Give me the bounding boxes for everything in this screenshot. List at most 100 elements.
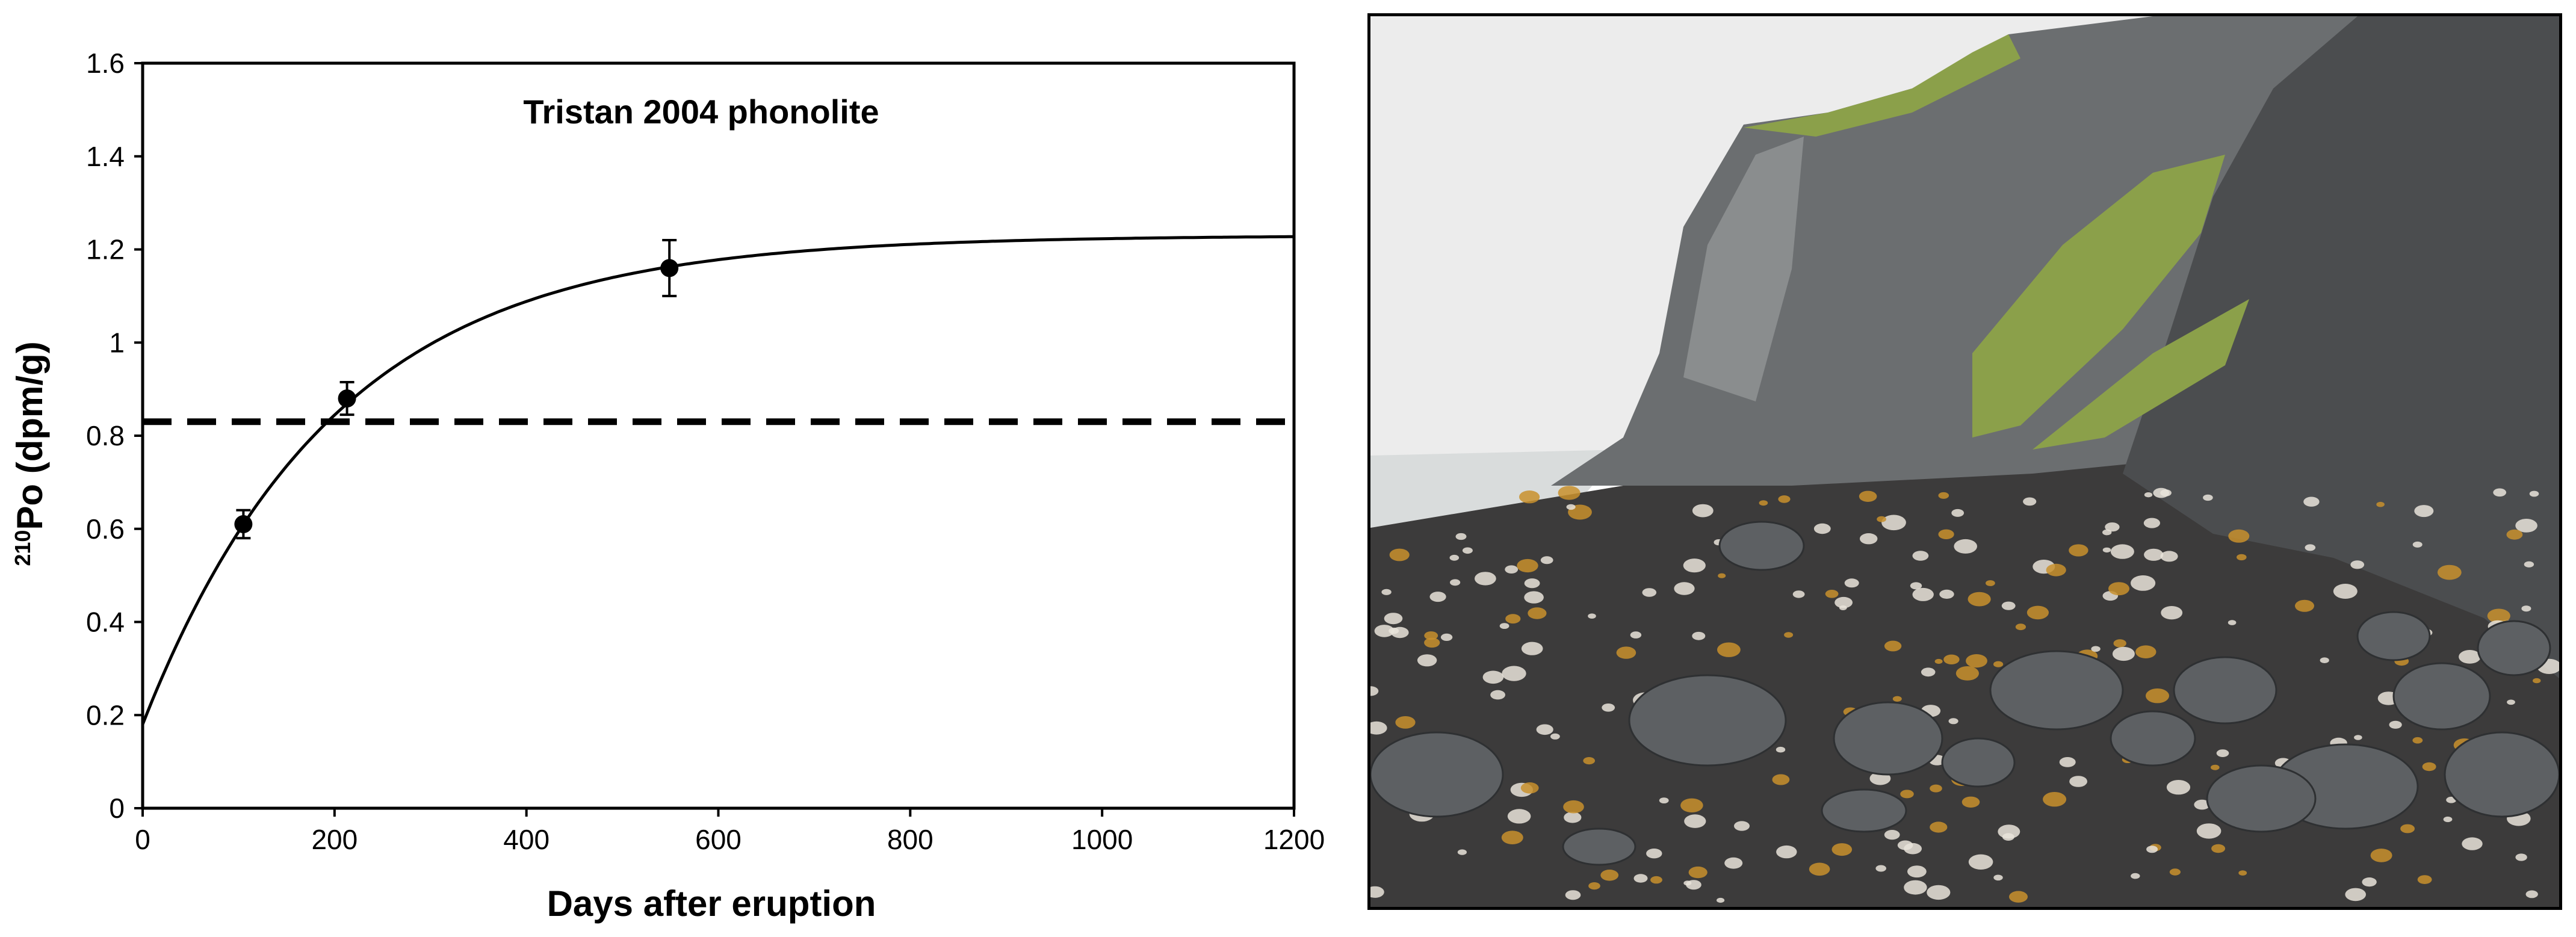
y-tick-label: 0.2 <box>86 699 125 731</box>
debris-speck <box>2295 599 2314 612</box>
debris-speck <box>2108 582 2129 596</box>
debris-speck <box>2203 494 2213 501</box>
debris-speck <box>2303 496 2320 507</box>
debris-speck <box>2370 849 2392 862</box>
photo-grass-top <box>1744 34 2020 137</box>
debris-speck <box>1884 640 1902 652</box>
debris-speck <box>1540 556 1553 564</box>
boulder <box>2392 662 2491 731</box>
debris-speck <box>1717 897 1725 903</box>
debris-speck <box>1772 774 1790 785</box>
debris-speck <box>1550 733 1560 740</box>
debris-speck <box>2443 816 2453 823</box>
debris-speck <box>1602 704 1615 712</box>
debris-speck <box>2102 529 2112 536</box>
debris-speck <box>2091 646 2101 652</box>
debris-speck <box>1630 631 1642 639</box>
debris-speck <box>1389 548 1410 561</box>
debris-speck <box>2333 584 2358 599</box>
plot-layer: 0 200 400 600 800 1000 1200 0 0.2 0.4 0.6 0.8 1 1.2 1.… <box>86 48 1325 855</box>
chart: 0 200 400 600 800 1000 1200 0 0.2 0.4 0.6 0.8 1 1.2 1.… <box>10 48 1325 924</box>
debris-speck <box>1499 623 1509 629</box>
debris-speck <box>2305 544 2316 551</box>
debris-speck <box>1659 797 1669 803</box>
debris-speck <box>2131 873 2140 879</box>
debris-speck <box>1616 646 1636 659</box>
debris-speck <box>2320 657 2329 663</box>
photo-sea <box>1370 450 1623 528</box>
debris-speck <box>1792 590 1805 598</box>
debris-speck <box>1600 870 1619 881</box>
debris-speck <box>1954 539 1977 554</box>
y-tick-label: 1.6 <box>86 48 125 79</box>
debris-speck <box>2135 645 2156 658</box>
boulder <box>2173 656 2277 725</box>
debris-speck <box>1930 784 1942 793</box>
debris-speck <box>2110 544 2134 559</box>
debris-speck <box>2389 720 2402 729</box>
debris-speck <box>1490 690 1505 700</box>
debris-speck <box>1370 686 1379 696</box>
debris-speck <box>1921 667 1936 677</box>
debris-speck <box>1389 627 1399 634</box>
debris-speck <box>2376 501 2385 507</box>
debris-speck <box>2144 492 2153 498</box>
debris-speck <box>1684 814 1706 828</box>
debris-speck <box>1881 515 1906 531</box>
debris-speck <box>1993 874 2003 881</box>
debris-speck <box>1686 880 1701 890</box>
debris-speck <box>1718 573 1726 578</box>
data-point <box>234 515 253 534</box>
debris-speck <box>2001 601 2016 610</box>
debris-speck <box>1417 654 1437 667</box>
boulder <box>2356 611 2431 661</box>
debris-speck <box>1986 580 1995 586</box>
debris-speck <box>1517 558 1538 573</box>
debris-speck <box>1429 592 1446 602</box>
x-tick-label: 0 <box>135 824 150 855</box>
debris-speck <box>1912 551 1929 561</box>
cliff-beach-photo <box>1367 13 2562 910</box>
debris-speck <box>2345 888 2366 901</box>
debris-speck <box>1633 874 1648 883</box>
data-point <box>660 259 679 277</box>
debris-speck <box>1734 821 1750 831</box>
debris-speck <box>2459 650 2481 664</box>
debris-speck <box>2146 846 2158 853</box>
debris-speck <box>2146 688 2169 704</box>
debris-speck <box>2228 529 2250 543</box>
debris-speck <box>1943 654 1960 665</box>
boulder <box>2206 764 2317 833</box>
debris-speck <box>1892 696 1902 702</box>
x-tick-label: 1200 <box>1263 824 1325 855</box>
debris-speck <box>1384 613 1403 625</box>
debris-speck <box>1563 800 1584 814</box>
debris-speck <box>1566 504 1576 510</box>
boulder <box>1628 674 1787 767</box>
debris-speck <box>1966 654 1987 668</box>
debris-speck <box>1505 565 1519 574</box>
debris-speck <box>1680 798 1703 813</box>
debris-speck <box>1482 670 1504 684</box>
boulder <box>1941 737 2016 788</box>
debris-speck <box>2362 877 2377 887</box>
debris-speck <box>2422 762 2436 772</box>
y-axis-title: 210Po (dpm/g) <box>10 341 50 566</box>
x-tick-label: 200 <box>311 824 358 855</box>
debris-speck <box>1642 588 1657 597</box>
debris-speck <box>2525 890 2538 898</box>
debris-speck <box>1370 886 1384 898</box>
debris-speck <box>1646 849 1662 859</box>
debris-speck <box>1834 596 1853 608</box>
debris-speck <box>2462 837 2483 850</box>
debris-speck <box>1692 504 1714 518</box>
debris-speck <box>1825 590 1839 598</box>
debris-speck <box>1475 572 1496 586</box>
debris-speck <box>2102 547 2111 553</box>
y-tick-label: 1 <box>109 327 125 358</box>
debris-speck <box>1524 578 1540 589</box>
debris-speck <box>1564 812 1582 823</box>
debris-speck <box>1907 865 1927 878</box>
boulder <box>1989 650 2124 731</box>
fit-curve <box>141 235 1294 725</box>
